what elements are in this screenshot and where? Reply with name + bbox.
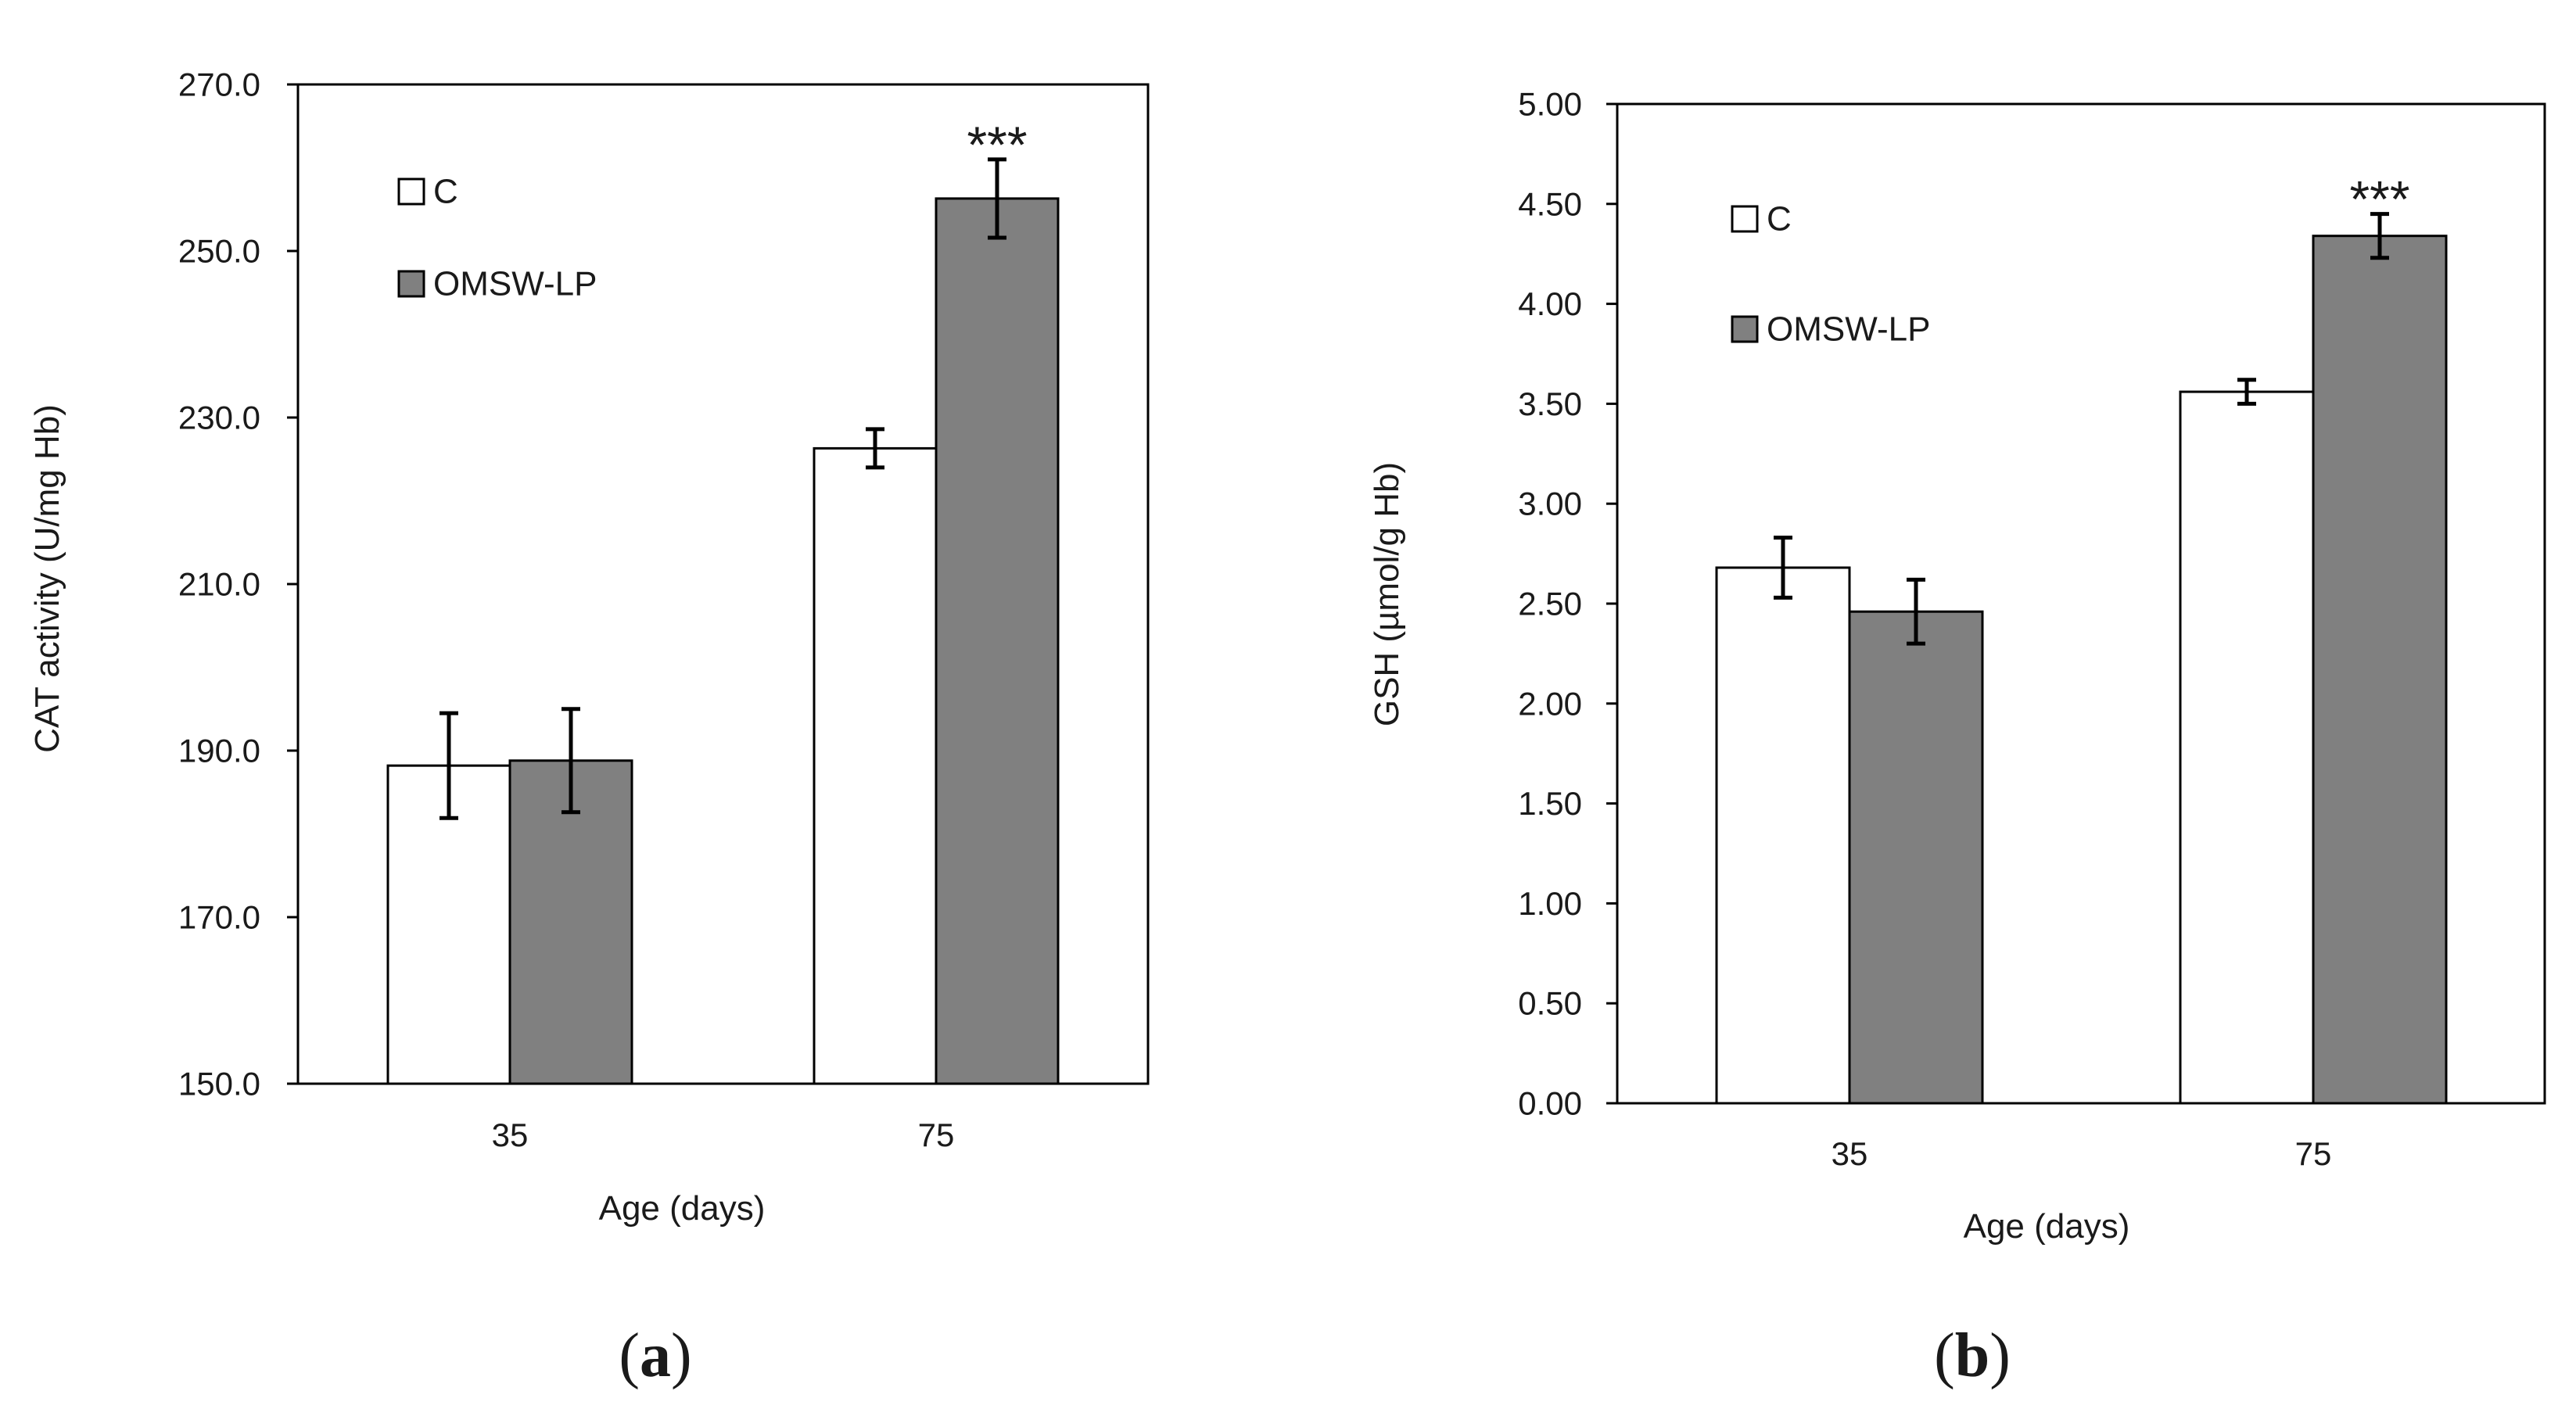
y-tick-label: 3.50: [1518, 385, 1582, 422]
subfigure-paren-open: (: [1934, 1321, 1955, 1390]
y-tick-label: 0.50: [1518, 985, 1582, 1022]
legend-label: OMSW-LP: [1767, 310, 1930, 349]
y-tick-label: 250.0: [178, 233, 260, 270]
x-tick-label: 75: [2295, 1135, 2332, 1172]
bar-omsw-lp-35: [1848, 610, 1984, 1105]
y-tick-label: 190.0: [178, 733, 260, 769]
y-tick-label: 4.50: [1518, 185, 1582, 222]
subfigure-label: (b): [1934, 1321, 2011, 1390]
y-tick-label: 1.00: [1518, 885, 1582, 922]
bar-c-75: [2179, 390, 2315, 1105]
legend-swatch-omsw-lp: [397, 270, 425, 298]
bar-omsw-lp-75: [2312, 235, 2448, 1105]
legend: C OMSW-LP: [397, 173, 597, 303]
y-tick-label: 2.50: [1518, 586, 1582, 622]
y-tick-label: 5.00: [1518, 86, 1582, 123]
bar-omsw-lp-75: [935, 197, 1060, 1085]
bar-c-35: [1715, 566, 1851, 1105]
legend-label: OMSW-LP: [433, 265, 597, 303]
subfigure-paren-close: ): [671, 1321, 692, 1390]
x-axis-label: Age (days): [1964, 1207, 2130, 1246]
legend-label: C: [1767, 200, 1792, 238]
y-tick-label: 210.0: [178, 566, 260, 603]
x-tick-label: 35: [492, 1117, 529, 1153]
bar-omsw-lp-35: [508, 759, 633, 1085]
chart-panel-b: 0.00 0.50 1.00 1.50 2.00 2.50 3.00 3.50 4.00 4.50…: [1368, 86, 2546, 1390]
x-tick-label: 35: [1832, 1135, 1868, 1172]
subfigure-paren-close: ): [1989, 1321, 2011, 1390]
x-tick-label: 75: [918, 1117, 955, 1153]
y-tick-label: 1.50: [1518, 785, 1582, 822]
significance-marker: ***: [2349, 170, 2409, 228]
subfigure-letter: a: [640, 1321, 671, 1390]
subfigure-label: (a): [619, 1321, 691, 1390]
y-axis-label: GSH (µmol/g Hb): [1368, 462, 1406, 726]
subfigure-paren-open: (: [619, 1321, 640, 1390]
x-axis-label: Age (days): [599, 1189, 766, 1228]
legend-swatch-c: [1731, 205, 1759, 233]
legend-swatch-omsw-lp: [1731, 315, 1759, 343]
y-tick-label: 230.0: [178, 400, 260, 436]
y-tick-label: 3.00: [1518, 486, 1582, 522]
subfigure-letter: b: [1955, 1321, 1990, 1390]
y-tick-label: 2.00: [1518, 685, 1582, 722]
legend: C OMSW-LP: [1731, 200, 1930, 349]
legend-label: C: [433, 173, 458, 211]
legend-swatch-c: [397, 177, 425, 206]
y-tick-label: 0.00: [1518, 1085, 1582, 1122]
y-axis-label: CAT activity (U/mg Hb): [28, 404, 66, 753]
bar-c-75: [813, 446, 938, 1085]
chart-panel-a: 150.0 170.0 190.0 210.0 230.0 250.0 270.0 *** 35…: [28, 66, 1150, 1390]
y-tick-label: 4.00: [1518, 285, 1582, 322]
y-tick-label: 170.0: [178, 899, 260, 936]
significance-marker: ***: [967, 116, 1027, 174]
y-tick-label: 270.0: [178, 66, 260, 103]
y-tick-label: 150.0: [178, 1066, 260, 1102]
